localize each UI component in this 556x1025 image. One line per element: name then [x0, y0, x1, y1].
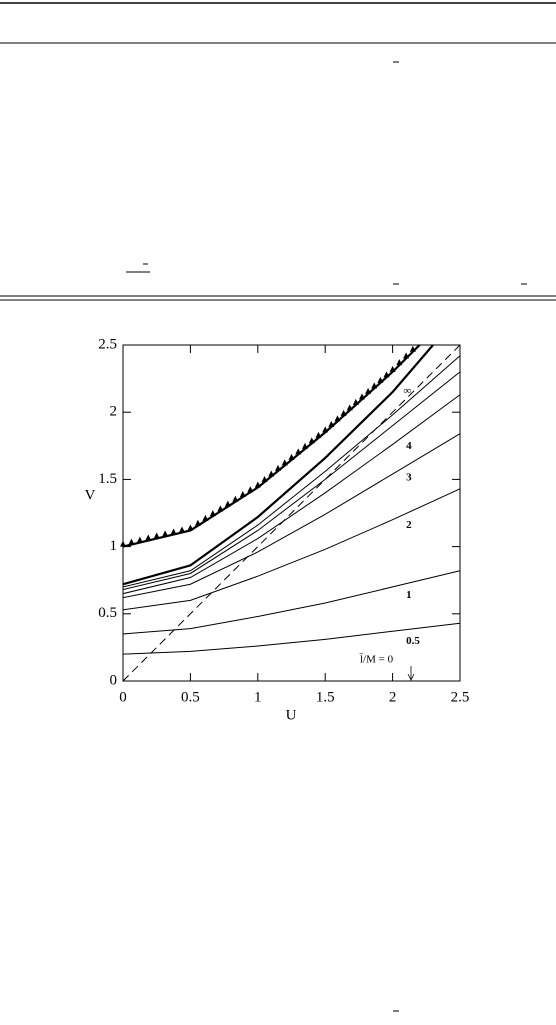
plot-frame	[122, 344, 461, 682]
curve	[122, 344, 421, 548]
y-tick-label: 1	[110, 538, 118, 554]
y-tick-label: 2	[110, 404, 118, 420]
y-tick-label: 2.5	[98, 336, 117, 352]
curve-label: 1	[406, 589, 412, 601]
curve-label: 0.5	[406, 635, 420, 647]
curve	[122, 394, 461, 595]
curve-label: 3	[406, 471, 412, 483]
x-tick-label: 0	[119, 689, 127, 705]
y-axis-label: V	[85, 487, 96, 503]
annotation-arrow-head	[407, 673, 415, 681]
curve	[122, 433, 461, 599]
x-tick-label: 1	[254, 689, 262, 705]
curve-label: ∞	[403, 385, 411, 397]
curve	[122, 344, 434, 586]
x-tick-label: 0.5	[181, 689, 200, 705]
curve	[122, 355, 461, 588]
curve	[122, 622, 461, 655]
x-tick-label: 2.5	[451, 689, 470, 705]
x-axis-label: U	[286, 707, 297, 723]
curve	[122, 570, 461, 635]
y-tick-label: 0	[110, 672, 118, 688]
curve	[122, 344, 461, 682]
x-tick-label: 1.5	[316, 689, 335, 705]
curve-label: 2	[406, 519, 412, 531]
x-tick-label: 2	[389, 689, 397, 705]
y-tick-label: 1.5	[98, 471, 117, 487]
curve-label: 4	[406, 440, 412, 452]
annotation: l̄/M = 0	[359, 653, 393, 665]
curve	[122, 371, 461, 591]
curve	[122, 488, 461, 611]
y-tick-label: 0.5	[98, 605, 117, 621]
chart: U V l̄/M = 0 0 0.5 1 1.5 2 2.5 0 0.5 1 1.5 2 2.5 0.5…	[85, 336, 470, 723]
